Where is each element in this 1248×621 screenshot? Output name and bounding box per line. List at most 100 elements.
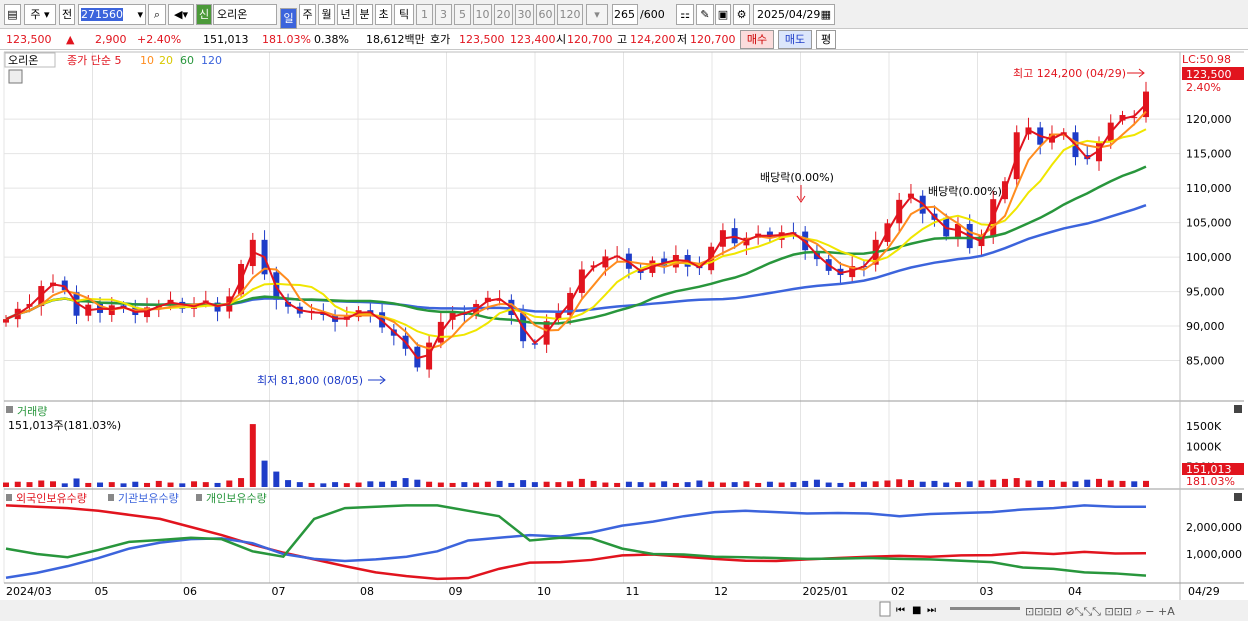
volume-bar bbox=[320, 483, 327, 487]
x-label-6: 10 bbox=[537, 585, 551, 598]
volume-bar bbox=[625, 481, 632, 487]
open-price: 120,700 bbox=[567, 33, 613, 46]
x-label-11: 03 bbox=[980, 585, 994, 598]
volume-bar bbox=[38, 480, 45, 487]
stop-icon[interactable]: ■ bbox=[912, 605, 921, 616]
stock-code-value: 271560 bbox=[81, 8, 123, 21]
low-annotation: 최저 81,800 (08/05) bbox=[257, 374, 363, 387]
search-icon[interactable]: ⌕ bbox=[148, 4, 166, 25]
candle-body bbox=[97, 302, 104, 313]
date-input[interactable]: 2025/04/29 ▦ bbox=[753, 4, 835, 25]
legend-individual: 개인보유수량 bbox=[206, 492, 267, 505]
x-label-3: 07 bbox=[272, 585, 286, 598]
rewind-icon[interactable]: ⏮ bbox=[896, 605, 905, 616]
candle-body bbox=[1119, 115, 1126, 121]
volume-bars bbox=[3, 424, 1149, 487]
tab-min-60[interactable]: 60 bbox=[536, 4, 555, 25]
volume-bar bbox=[966, 481, 973, 487]
volume-bar bbox=[26, 482, 33, 487]
new-badge[interactable]: 신 bbox=[196, 4, 212, 25]
dividend-arrow-icon bbox=[796, 185, 806, 203]
x-label-12: 04 bbox=[1068, 585, 1082, 598]
volume-last-tag bbox=[1182, 463, 1244, 475]
buy-button[interactable]: 매수 bbox=[740, 30, 774, 49]
candle-body bbox=[731, 228, 738, 244]
flow-close-icon[interactable] bbox=[1234, 493, 1242, 501]
volume-bar bbox=[461, 482, 468, 487]
volume-bar bbox=[155, 480, 162, 487]
ask-label: 호가 bbox=[430, 33, 451, 46]
volume-tick-2: 1500K bbox=[1186, 420, 1222, 433]
price-tick-0: 85,000 bbox=[1186, 355, 1225, 368]
sell-button[interactable]: 매도 bbox=[778, 30, 812, 49]
drawing-tools-icon[interactable]: ⊡⊡⊡⊡ ⊘⤡⤡⤡ ⊡⊡⊡ ⌕ − +A bbox=[1025, 605, 1175, 618]
tab-minute[interactable]: 분 bbox=[356, 4, 373, 25]
tab-month[interactable]: 월 bbox=[318, 4, 335, 25]
tab-min-1[interactable]: 1 bbox=[416, 4, 433, 25]
volume-bar bbox=[144, 482, 151, 487]
volume-bar bbox=[132, 481, 139, 487]
stock-name-field[interactable]: 오리온 bbox=[213, 4, 277, 25]
volume-bar bbox=[743, 481, 750, 487]
up-arrow-icon: ▲ bbox=[66, 33, 75, 46]
volume-bar bbox=[790, 482, 797, 487]
volume-bar bbox=[919, 481, 926, 487]
forward-icon[interactable]: ⏭ bbox=[927, 605, 936, 616]
tab-year[interactable]: 년 bbox=[337, 4, 354, 25]
volume-close-icon[interactable] bbox=[1234, 405, 1242, 413]
chart-type-icon[interactable]: ▤ bbox=[4, 4, 21, 25]
stock-code-input[interactable]: 271560 ▾ bbox=[78, 4, 146, 25]
candle-icon[interactable]: ⚏ bbox=[676, 4, 694, 25]
volume-bar bbox=[273, 471, 280, 487]
volume-bar bbox=[1025, 480, 1032, 487]
tab-period-select[interactable]: 주 ▾ bbox=[24, 4, 56, 25]
volume-bar bbox=[896, 479, 903, 487]
price-tick-6: 115,000 bbox=[1186, 148, 1232, 161]
candle-body bbox=[144, 307, 151, 318]
x-label-1: 05 bbox=[95, 585, 109, 598]
tab-second[interactable]: 초 bbox=[375, 4, 392, 25]
x-current-date: 04/29 bbox=[1188, 585, 1220, 598]
dividend-note-1: 배당락(0.00%) bbox=[760, 171, 834, 184]
x-label-4: 08 bbox=[360, 585, 374, 598]
minute-dropdown-icon[interactable]: ▾ bbox=[586, 4, 608, 25]
tab-min-20[interactable]: 20 bbox=[494, 4, 513, 25]
volume-bar bbox=[3, 482, 9, 487]
tab-week[interactable]: 주 bbox=[299, 4, 316, 25]
tab-day[interactable]: 일 bbox=[280, 8, 297, 29]
volume-bar bbox=[367, 481, 374, 487]
low-label: 저 bbox=[677, 33, 688, 46]
avg-button[interactable]: 평 bbox=[816, 30, 836, 49]
gear-icon[interactable]: ⚙ bbox=[733, 4, 750, 25]
zoom-slider[interactable] bbox=[950, 607, 1020, 610]
tab-tick[interactable]: 틱 bbox=[394, 4, 414, 25]
current-price: 123,500 bbox=[6, 33, 52, 46]
save-icon[interactable]: ▣ bbox=[715, 4, 731, 25]
scroll-right-icon[interactable] bbox=[879, 601, 891, 617]
count-input[interactable]: 265 bbox=[612, 4, 638, 25]
tools-icon[interactable]: ✎ bbox=[696, 4, 714, 25]
volume-bar bbox=[696, 480, 703, 487]
flow-line-0 bbox=[5, 504, 1147, 581]
tab-compare[interactable]: 전 bbox=[59, 4, 75, 25]
tab-min-3[interactable]: 3 bbox=[435, 4, 452, 25]
tab-min-30[interactable]: 30 bbox=[515, 4, 534, 25]
tab-min-5[interactable]: 5 bbox=[454, 4, 471, 25]
tab-min-120[interactable]: 120 bbox=[557, 4, 583, 25]
legend-ma60: 60 bbox=[180, 54, 194, 67]
tab-min-10[interactable]: 10 bbox=[473, 4, 492, 25]
speaker-icon[interactable]: ◀▾ bbox=[168, 4, 194, 25]
calendar-icon[interactable]: ▦ bbox=[820, 8, 831, 21]
legend-ma20: 20 bbox=[159, 54, 173, 67]
volume-bar bbox=[308, 482, 315, 487]
flow-legend-marker-3 bbox=[196, 494, 202, 501]
price-tick-4: 105,000 bbox=[1186, 217, 1232, 230]
grid-vertical bbox=[3, 52, 1067, 583]
volume-bar bbox=[484, 481, 491, 487]
volume-bar bbox=[684, 482, 691, 487]
grid-toggle-icon[interactable] bbox=[8, 69, 23, 84]
code-dropdown-icon[interactable]: ▾ bbox=[137, 8, 143, 21]
volume-bar bbox=[1048, 480, 1055, 487]
candle-body bbox=[1131, 117, 1138, 119]
volume-bar bbox=[296, 482, 303, 487]
